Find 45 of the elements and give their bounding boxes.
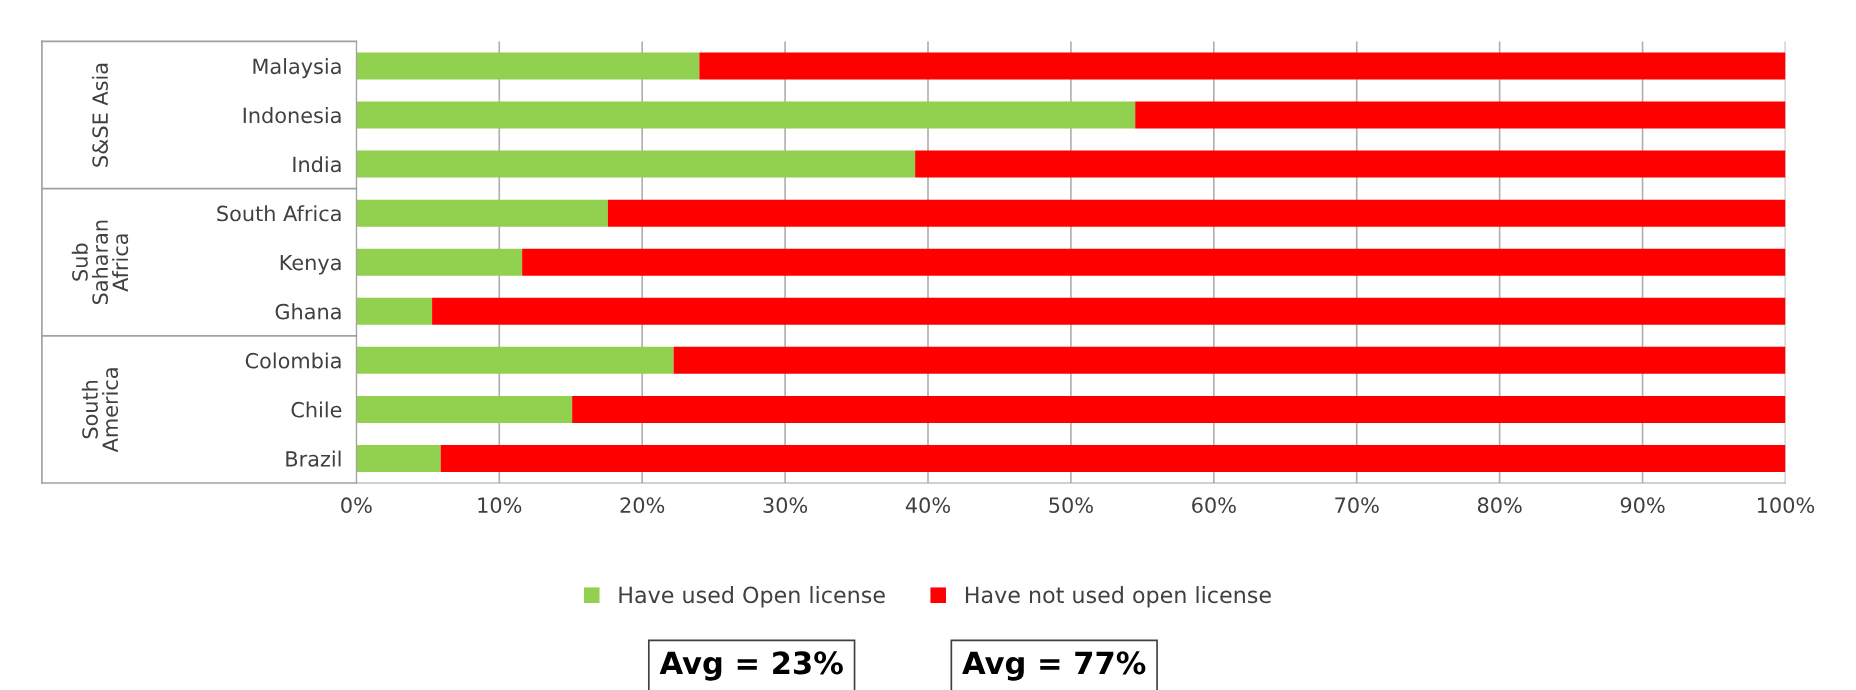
legend-label: Have used Open license (619, 586, 885, 608)
text: Avg = 77% (962, 651, 1146, 681)
text: S&SE Asia (91, 63, 109, 167)
bar (432, 297, 1786, 325)
y-tick-label: Indonesia (243, 107, 341, 124)
x-tick-label: 40% (905, 497, 950, 514)
x-tick-label: 70% (1335, 497, 1379, 514)
y-tick-label: Ghana (275, 303, 341, 320)
y-tick-label: Kenya (280, 254, 341, 275)
bar (522, 248, 1786, 276)
bar (356, 395, 573, 423)
x-tick-label: 0% (341, 497, 372, 514)
bar (607, 199, 1786, 227)
bar (356, 444, 441, 472)
text: Avg = 23% (659, 651, 843, 681)
x-tick-label: 100% (1757, 497, 1815, 514)
y-tick-label: Malaysia (253, 58, 341, 79)
bar (572, 395, 1786, 423)
y-tick-label: India (293, 156, 341, 173)
bar (440, 444, 1786, 472)
text: South America (81, 368, 119, 453)
x-tick-label: 20% (620, 497, 665, 514)
x-tick-label: 30% (763, 497, 808, 514)
bar (356, 150, 916, 178)
bar (673, 346, 1786, 374)
y-tick-label: South Africa (217, 205, 341, 222)
bar (915, 150, 1786, 178)
y-tick-label: Chile (291, 401, 342, 418)
bar (699, 52, 1786, 80)
legend-label: Have not used open license (965, 586, 1271, 608)
bar (356, 346, 674, 374)
bar (356, 297, 433, 325)
bar (356, 52, 700, 80)
x-tick-label: 50% (1049, 497, 1093, 514)
bar (356, 248, 523, 276)
y-tick-label: Colombia (245, 352, 341, 369)
x-tick-label: 90% (1620, 497, 1665, 514)
bar (356, 101, 1136, 129)
text: Sub Saharan Africa (71, 220, 129, 305)
y-tick-label: Brazil (286, 450, 341, 467)
x-tick-label: 60% (1192, 497, 1236, 514)
bar (1135, 101, 1786, 129)
x-tick-label: 10% (478, 497, 522, 514)
bar (356, 199, 608, 227)
x-tick-label: 80% (1477, 497, 1522, 514)
